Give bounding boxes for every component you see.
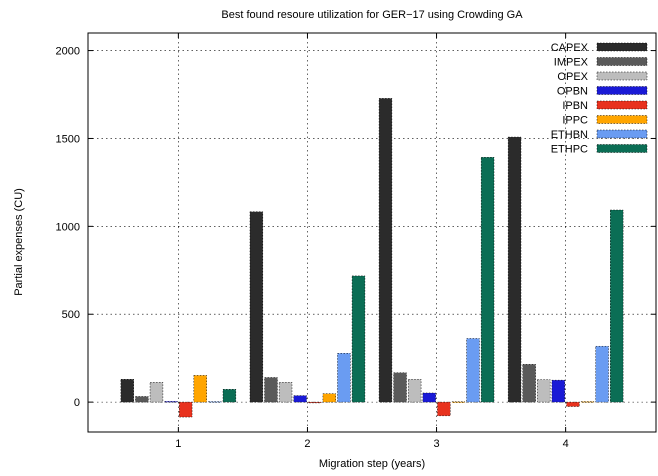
bar-ethbn-step-4 <box>595 345 609 403</box>
bar-ethpc-step-2 <box>351 275 366 403</box>
y-tick-label: 2000 <box>56 46 80 58</box>
y-tick-label: 1000 <box>56 221 80 233</box>
bar-capex-step-4 <box>507 136 522 403</box>
bar-opex-step-3 <box>407 379 422 403</box>
legend-swatch-opbn <box>596 86 648 95</box>
bar-ethbn-step-1 <box>208 401 222 403</box>
bar-opbn-step-3 <box>422 392 436 403</box>
bar-opbn-step-2 <box>293 395 307 403</box>
bar-impex-step-2 <box>264 377 278 403</box>
bar-ippc-step-4 <box>580 401 595 403</box>
bar-ippc-step-1 <box>193 375 207 403</box>
x-tick-label: 3 <box>433 438 439 450</box>
bar-ipbn-step-2 <box>308 401 322 404</box>
legend-swatch-ipbn <box>596 100 648 110</box>
bar-ethbn-step-3 <box>466 338 480 403</box>
legend-label-ethbn: ETHBN <box>551 129 588 141</box>
legend-label-opbn: OPBN <box>557 86 588 98</box>
bar-ipbn-step-3 <box>437 401 451 417</box>
legend-swatch-ethpc <box>596 144 648 153</box>
legend-label-impex: IMPEX <box>554 57 589 69</box>
bar-opex-step-2 <box>278 382 293 403</box>
legend: CAPEX IMPEX OPEX OPBN IPBN IPPC ETHBN ETHPC <box>551 42 648 156</box>
bar-capex-step-3 <box>378 98 393 403</box>
legend-swatch-ethbn <box>596 129 648 139</box>
bar-opbn-step-1 <box>164 401 178 403</box>
bar-opex-step-1 <box>149 382 164 403</box>
bar-ethpc-step-3 <box>480 157 495 403</box>
axis-ticks: 0 500 1000 1500 2000 1 2 3 4 <box>56 33 656 450</box>
bar-ethpc-step-4 <box>610 209 624 403</box>
legend-swatch-opex <box>596 71 648 81</box>
legend-swatch-impex <box>596 57 648 66</box>
bar-capex-step-1 <box>120 379 134 403</box>
gridlines <box>88 33 656 432</box>
bar-opbn-step-4 <box>551 379 566 403</box>
y-tick-label: 0 <box>74 397 80 409</box>
x-tick-label: 1 <box>175 438 181 450</box>
legend-label-ippc: IPPC <box>562 115 588 127</box>
x-tick-label: 2 <box>304 438 310 450</box>
legend-swatch-capex <box>596 42 648 52</box>
bar-ethbn-step-2 <box>337 353 351 403</box>
bar-impex-step-3 <box>393 372 407 403</box>
bar-ipbn-step-4 <box>566 401 580 407</box>
y-axis-label: Partial expenses (CU) <box>13 188 25 296</box>
plot-frame <box>87 32 657 433</box>
chart-title: Best found resoure utilization for GER−1… <box>221 9 523 21</box>
legend-label-ethpc: ETHPC <box>551 144 588 156</box>
legend-label-capex: CAPEX <box>551 42 589 54</box>
bar-ipbn-step-1 <box>178 401 193 418</box>
legend-label-opex: OPEX <box>557 71 588 83</box>
x-tick-label: 4 <box>563 438 569 450</box>
legend-swatch-ippc <box>596 115 648 124</box>
y-tick-label: 500 <box>62 309 80 321</box>
x-axis-label: Migration step (years) <box>319 458 425 470</box>
legend-label-ipbn: IPBN <box>562 100 588 112</box>
bar-impex-step-4 <box>522 364 536 403</box>
bar-ippc-step-2 <box>322 393 337 403</box>
bar-impex-step-1 <box>135 396 149 403</box>
bar-capex-step-2 <box>249 211 264 403</box>
y-tick-label: 1500 <box>56 133 80 145</box>
bar-opex-step-4 <box>537 379 551 403</box>
bar-ethpc-step-1 <box>222 389 237 403</box>
bars <box>120 98 624 418</box>
bar-ippc-step-3 <box>451 401 466 403</box>
